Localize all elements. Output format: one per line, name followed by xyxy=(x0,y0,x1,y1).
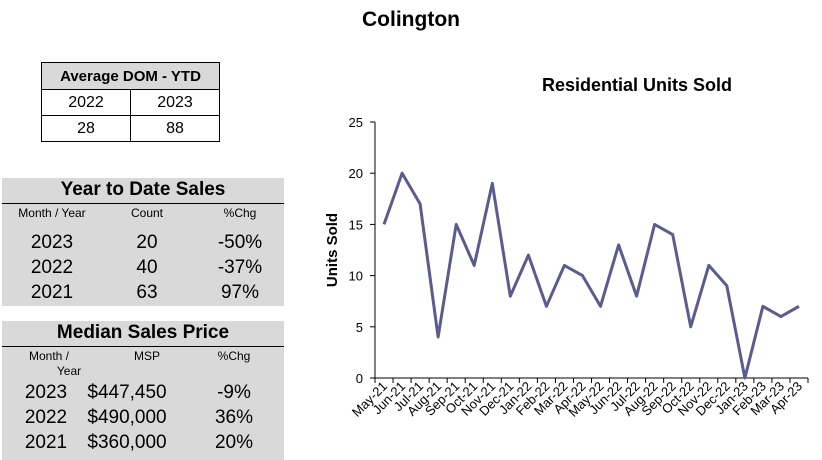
ytd-header-pct-change: %Chg xyxy=(223,206,257,220)
median-row-msp: $447,450 xyxy=(87,382,167,403)
y-axis-label: Units Sold xyxy=(324,213,341,287)
ytd-row-year: 2023 xyxy=(30,232,74,253)
y-tick-label: 0 xyxy=(356,371,363,386)
ytd-sales-divider xyxy=(2,203,284,204)
median-row-chg: 36% xyxy=(214,407,254,428)
median-price-panel: Median Sales Price Month / Year MSP %Chg… xyxy=(2,321,284,460)
median-row-msp: $360,000 xyxy=(87,432,167,453)
median-header-msp: MSP xyxy=(133,349,160,363)
y-tick-label: 5 xyxy=(356,320,363,335)
ytd-header-month-year: Month / Year xyxy=(18,206,86,220)
ytd-row-chg: -50% xyxy=(217,232,263,253)
y-tick-label: 25 xyxy=(349,115,363,130)
median-header-pct-change: %Chg xyxy=(217,349,251,363)
median-row-year: 2022 xyxy=(24,407,68,428)
median-price-title: Median Sales Price xyxy=(56,322,230,343)
ytd-row-chg: 97% xyxy=(220,282,260,303)
ytd-header-count: Count xyxy=(130,206,164,220)
ytd-row-year: 2021 xyxy=(30,282,74,303)
dom-value-cell: 28 xyxy=(41,115,131,142)
ytd-row-year: 2022 xyxy=(30,257,74,278)
median-row-msp: $490,000 xyxy=(87,407,167,428)
y-tick-label: 10 xyxy=(349,269,363,284)
chart-title: Residential Units Sold xyxy=(542,75,732,95)
median-header-month: Month / xyxy=(28,349,70,363)
median-price-divider xyxy=(2,346,284,347)
ytd-row-count: 20 xyxy=(136,232,158,253)
median-row-chg: -9% xyxy=(217,382,251,403)
y-tick-label: 15 xyxy=(349,217,363,232)
ytd-sales-panel: Year to Date Sales Month / Year Count %C… xyxy=(2,178,284,306)
average-dom-table: Average DOM - YTD 2022 2023 28 88 xyxy=(41,62,220,142)
median-header-year: Year xyxy=(56,364,82,378)
ytd-row-count: 40 xyxy=(136,257,158,278)
units-sold-series-line xyxy=(382,171,800,380)
page-title: Colington xyxy=(362,8,460,31)
median-row-year: 2023 xyxy=(24,382,68,403)
median-row-chg: 20% xyxy=(214,432,254,453)
ytd-sales-title: Year to Date Sales xyxy=(60,179,226,200)
y-tick-label: 20 xyxy=(349,166,363,181)
dom-value-cell: 88 xyxy=(130,115,220,142)
median-row-year: 2021 xyxy=(24,432,68,453)
ytd-row-chg: -37% xyxy=(217,257,263,278)
ytd-row-count: 63 xyxy=(136,282,158,303)
